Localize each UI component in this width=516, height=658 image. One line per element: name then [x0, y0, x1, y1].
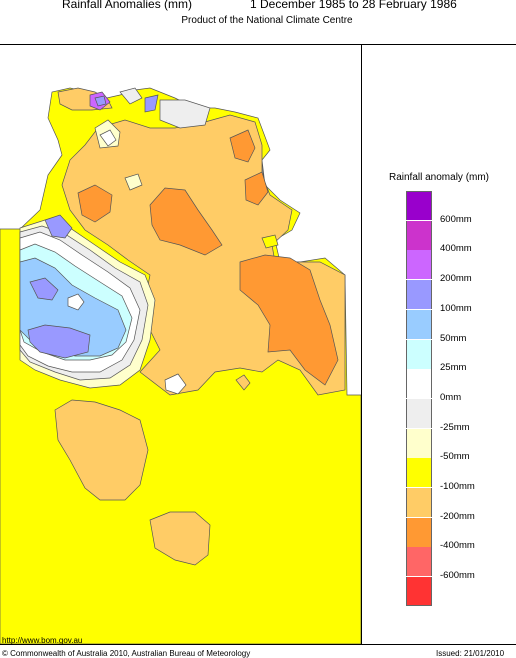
- region-minus400-west: [77, 184, 113, 223]
- footer-url[interactable]: http://www.bom.gov.au: [2, 636, 83, 645]
- map-period: 1 December 1985 to 28 February 1986: [250, 0, 457, 11]
- coast-white-patch: [99, 129, 117, 147]
- legend-swatch: [406, 458, 432, 488]
- legend-swatch: [406, 250, 432, 280]
- legend-label: 400mm: [440, 243, 472, 255]
- legend-label: -200mm: [440, 510, 475, 522]
- map-subtitle: Product of the National Climate Centre: [181, 15, 353, 26]
- legend-label: 200mm: [440, 273, 472, 285]
- legend-panel: Rainfall anomaly (mm) 600mm 400mm 200mm 100…: [362, 45, 516, 644]
- legend-swatch: [406, 428, 432, 458]
- coast-dry-patch: [159, 99, 211, 129]
- legend-label: -25mm: [440, 421, 470, 433]
- region-plus100-west-b: [29, 277, 59, 301]
- map-panel: [0, 45, 361, 644]
- peninsula-wet: [144, 94, 159, 113]
- legend-divider: [361, 44, 362, 645]
- legend-label: -50mm: [440, 451, 470, 463]
- region-minus400-east: [239, 254, 339, 386]
- legend-swatch: [406, 577, 432, 607]
- legend-swatch: [406, 488, 432, 517]
- footer-copyright: © Commonwealth of Australia 2010, Austra…: [2, 649, 251, 658]
- region-minus200-south-west: [54, 399, 149, 501]
- legend-swatch: [406, 191, 432, 220]
- legend-label: 25mm: [440, 362, 467, 374]
- legend-label: 50mm: [440, 332, 467, 344]
- island-wet-b: [94, 95, 107, 107]
- legend-title: Rainfall anomaly (mm): [388, 172, 490, 183]
- legend-label: 600mm: [440, 213, 472, 225]
- legend-swatch: [406, 369, 432, 399]
- legend-label: 100mm: [440, 302, 472, 314]
- map-title: Rainfall Anomalies (mm): [62, 0, 193, 11]
- legend-label: -100mm: [440, 481, 475, 492]
- legend-label: -600mm: [440, 570, 475, 582]
- coast-islet: [124, 173, 143, 191]
- region-minus200-small: [235, 374, 251, 391]
- region-minus400-centre: [149, 187, 223, 256]
- region-minus400-coast: [244, 171, 269, 206]
- region-minus400-top: [229, 129, 256, 163]
- legend-swatch: [406, 220, 432, 250]
- legend-swatch: [406, 280, 432, 310]
- region-zero-lake: [67, 293, 85, 311]
- legend-swatch: [406, 309, 432, 339]
- legend-swatch: [406, 398, 432, 428]
- region-plus100-north: [44, 214, 73, 239]
- map-frame: [0, 44, 516, 645]
- peninsula-north: [119, 87, 143, 105]
- footer-issued: Issued: 21/01/2010: [436, 649, 505, 658]
- legend-label: -400mm: [440, 540, 475, 552]
- coast-islet-b: [261, 234, 279, 249]
- legend-swatch: [406, 339, 432, 369]
- rainfall-map: [0, 87, 361, 644]
- title-row: Rainfall Anomalies (mm) 1 December 1985 …: [0, 0, 516, 14]
- region-zero-small: [164, 373, 187, 395]
- legend-swatch: [406, 517, 432, 547]
- legend-swatch: [406, 547, 432, 577]
- legend-label: 0mm: [440, 391, 462, 403]
- region-plus100-west-a: [27, 324, 91, 359]
- region-minus200-south: [149, 511, 211, 566]
